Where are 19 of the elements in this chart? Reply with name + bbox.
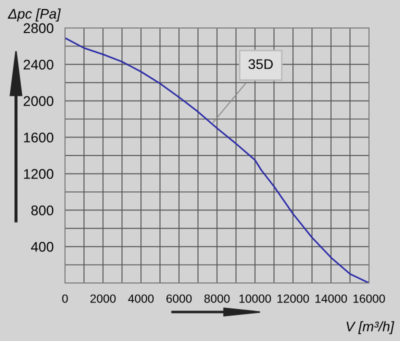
x-tick-label: 10000 [239,294,271,303]
y-tick-label: 1600 [24,132,54,142]
y-tick-label: 400 [31,242,54,252]
y-tick-label: 1200 [24,169,54,179]
x-tick-label: 4000 [128,294,154,303]
x-tick-label: 0 [62,294,68,303]
annotation: 35D [248,59,273,70]
x-tick-label: 6000 [166,294,192,303]
y-tick-label: 800 [31,205,54,216]
x-axis-title: V [m³/h] [346,321,394,334]
x-tick-label: 12000 [277,294,309,303]
y-tick-label: 2400 [24,60,54,70]
x-tick-label: 16000 [353,294,385,303]
x-tick-label: 14000 [315,294,347,303]
y-tick-label: 2800 [24,23,54,34]
x-tick-label: 2000 [90,294,116,303]
y-axis-title: Δpc [Pa] [8,8,61,22]
y-tick-label: 2000 [24,96,54,106]
x-tick-label: 8000 [204,294,230,303]
